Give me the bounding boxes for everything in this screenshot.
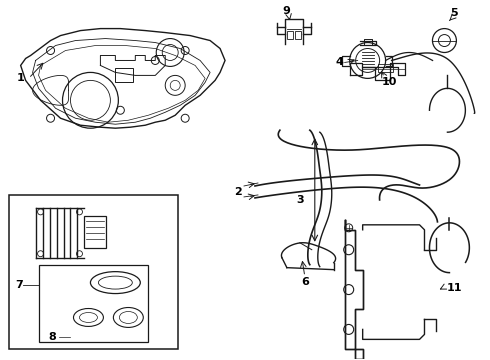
Text: 3: 3 bbox=[296, 195, 304, 205]
Text: 6: 6 bbox=[301, 276, 309, 287]
Text: 10: 10 bbox=[382, 77, 397, 87]
Bar bbox=[115, 68, 133, 82]
Text: 11: 11 bbox=[447, 283, 462, 293]
Text: 8: 8 bbox=[49, 332, 56, 342]
Ellipse shape bbox=[120, 311, 137, 323]
Text: 1: 1 bbox=[17, 73, 24, 84]
Ellipse shape bbox=[91, 272, 140, 293]
Ellipse shape bbox=[74, 309, 103, 327]
Text: 4: 4 bbox=[336, 58, 343, 67]
Bar bbox=[295, 31, 301, 39]
Text: 7: 7 bbox=[15, 280, 23, 289]
Ellipse shape bbox=[79, 312, 98, 323]
Ellipse shape bbox=[98, 276, 132, 289]
Polygon shape bbox=[345, 220, 363, 359]
Text: 9: 9 bbox=[282, 6, 290, 15]
Text: 2: 2 bbox=[234, 187, 242, 197]
Ellipse shape bbox=[113, 307, 143, 328]
Bar bbox=[39, 265, 148, 342]
Bar bbox=[287, 31, 293, 39]
Bar bbox=[378, 64, 392, 72]
Bar bbox=[84, 216, 106, 248]
Bar bbox=[9, 195, 178, 349]
Text: 5: 5 bbox=[451, 8, 458, 18]
Polygon shape bbox=[21, 28, 225, 128]
